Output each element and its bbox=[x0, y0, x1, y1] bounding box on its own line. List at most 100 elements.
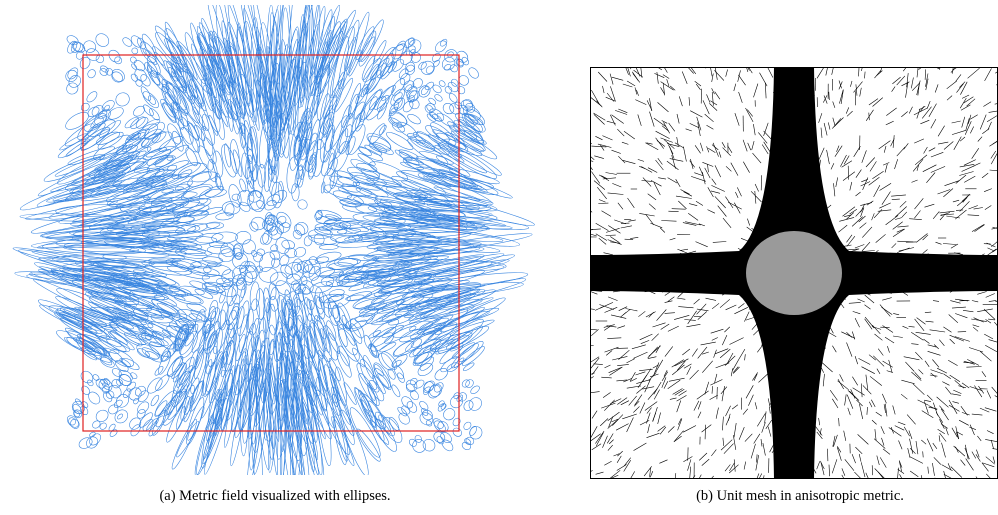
mesh-edge bbox=[783, 334, 790, 342]
mesh-edge bbox=[891, 194, 906, 197]
mesh-edge bbox=[830, 297, 846, 300]
mesh-edge bbox=[892, 221, 903, 230]
metric-ellipse bbox=[255, 265, 263, 274]
mesh-edge bbox=[991, 240, 998, 248]
mesh-edge bbox=[899, 461, 902, 472]
mesh-edge bbox=[923, 146, 928, 154]
metric-ellipse bbox=[440, 431, 452, 444]
mesh-edge bbox=[617, 202, 624, 210]
metric-ellipse bbox=[186, 222, 221, 233]
metric-ellipse bbox=[339, 200, 357, 207]
mesh-edge bbox=[850, 389, 856, 399]
metric-ellipse bbox=[342, 203, 378, 214]
metric-ellipse bbox=[293, 5, 320, 106]
mesh-edge bbox=[971, 300, 979, 303]
metric-ellipse bbox=[366, 96, 387, 121]
mesh-edge bbox=[606, 120, 616, 124]
mesh-edge bbox=[846, 342, 853, 357]
mesh-edge bbox=[590, 233, 597, 237]
metric-ellipse bbox=[366, 178, 402, 188]
mesh-edge bbox=[906, 414, 916, 425]
mesh-edge bbox=[697, 401, 702, 410]
mesh-edge bbox=[639, 333, 653, 341]
metric-ellipse bbox=[307, 132, 319, 165]
metric-ellipse bbox=[235, 333, 246, 362]
mesh-edge bbox=[812, 335, 820, 346]
mesh-edge bbox=[796, 466, 800, 479]
metric-ellipse bbox=[133, 397, 139, 405]
mesh-edge bbox=[608, 367, 622, 373]
mesh-edge bbox=[794, 108, 799, 122]
mesh-edge bbox=[771, 170, 776, 186]
metric-ellipse bbox=[71, 41, 86, 53]
mesh-edge bbox=[593, 112, 606, 121]
mesh-edge bbox=[680, 189, 690, 195]
mesh-edge bbox=[653, 182, 661, 196]
metric-ellipse bbox=[155, 374, 170, 391]
metric-ellipse bbox=[277, 215, 287, 225]
mesh-edge bbox=[712, 142, 719, 157]
mesh-edge bbox=[710, 475, 714, 479]
metric-ellipse bbox=[240, 5, 268, 102]
mesh-edge bbox=[887, 346, 890, 353]
mesh-edge bbox=[826, 321, 834, 334]
mesh-edge bbox=[601, 210, 612, 217]
metric-ellipse bbox=[171, 102, 184, 130]
metric-ellipse bbox=[317, 349, 339, 408]
mesh-edge bbox=[932, 442, 938, 449]
mesh-edge bbox=[926, 438, 934, 452]
mesh-edge bbox=[769, 406, 771, 414]
metric-ellipse bbox=[66, 82, 79, 95]
metric-ellipse bbox=[426, 292, 472, 304]
metric-ellipse bbox=[268, 226, 282, 240]
mesh-edge bbox=[874, 429, 877, 441]
mesh-edge bbox=[690, 110, 703, 118]
metric-ellipse bbox=[401, 405, 411, 415]
metric-ellipse bbox=[294, 247, 306, 258]
mesh-edge bbox=[841, 160, 853, 168]
metric-ellipse bbox=[310, 5, 326, 76]
mesh-edge bbox=[879, 183, 892, 191]
mesh-edge bbox=[929, 374, 938, 377]
mesh-edge bbox=[591, 145, 607, 148]
mesh-edge bbox=[868, 176, 880, 186]
metric-ellipse bbox=[111, 318, 154, 337]
mesh-edge bbox=[718, 285, 733, 287]
mesh-edge bbox=[687, 310, 697, 325]
mesh-edge bbox=[909, 470, 919, 477]
metric-ellipse bbox=[280, 264, 293, 279]
metric-ellipse bbox=[449, 325, 483, 352]
metric-ellipse bbox=[319, 269, 344, 279]
mesh-edge bbox=[761, 144, 769, 155]
metric-ellipse bbox=[180, 127, 199, 153]
metric-ellipse bbox=[184, 323, 199, 347]
mesh-edge bbox=[647, 424, 650, 434]
mesh-edge bbox=[744, 354, 746, 361]
mesh-edge bbox=[968, 205, 978, 210]
mesh-edge bbox=[733, 459, 736, 472]
mesh-edge bbox=[965, 118, 970, 131]
mesh-edge bbox=[755, 455, 759, 471]
mesh-edge bbox=[623, 460, 631, 472]
mesh-edge bbox=[832, 118, 842, 129]
mesh-edge bbox=[992, 248, 998, 253]
metric-ellipse bbox=[438, 80, 446, 87]
metric-ellipse bbox=[334, 77, 353, 113]
mesh-edge bbox=[861, 179, 868, 183]
mesh-edge bbox=[597, 187, 607, 200]
metric-ellipse bbox=[410, 378, 418, 385]
metric-ellipse bbox=[327, 298, 339, 319]
mesh-edge bbox=[663, 381, 669, 389]
metric-ellipse bbox=[182, 184, 213, 199]
mesh-edge bbox=[801, 89, 803, 100]
metric-ellipse bbox=[100, 356, 115, 368]
mesh-edge bbox=[880, 67, 883, 73]
metric-ellipse bbox=[447, 51, 454, 58]
metric-ellipse bbox=[189, 210, 209, 217]
mesh-edge bbox=[724, 464, 731, 472]
mesh-edge bbox=[775, 129, 781, 141]
metric-ellipse bbox=[396, 40, 406, 51]
metric-ellipse bbox=[83, 113, 107, 132]
mesh-edge bbox=[664, 346, 674, 357]
mesh-edge bbox=[838, 417, 840, 427]
